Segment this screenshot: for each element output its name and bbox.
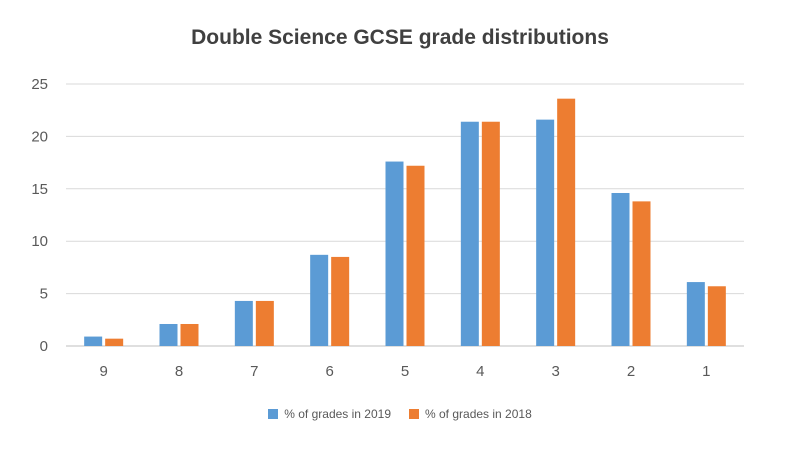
bar-2018-grade-3: [557, 98, 576, 346]
x-tick-label: 9: [99, 363, 107, 380]
bar-2018-grade-6: [331, 256, 350, 346]
bar-2018-grade-9: [105, 338, 124, 346]
legend: % of grades in 2019 % of grades in 2018: [0, 407, 800, 421]
bars: [84, 98, 726, 347]
bar-2018-grade-7: [255, 300, 274, 346]
bar-2019-grade-5: [385, 161, 404, 346]
x-tick-label: 5: [401, 363, 409, 380]
bar-2019-grade-4: [460, 121, 479, 346]
x-tick-label: 4: [476, 363, 484, 380]
legend-label-2019: % of grades in 2019: [284, 407, 391, 421]
x-tick-label: 6: [325, 363, 333, 380]
y-tick-label: 15: [31, 181, 48, 198]
gridlines: [66, 83, 744, 347]
bar-2018-grade-8: [180, 323, 199, 346]
y-tick-label: 20: [31, 128, 48, 145]
x-tick-label: 2: [627, 363, 635, 380]
bar-2018-grade-5: [406, 165, 425, 346]
legend-label-2018: % of grades in 2018: [425, 407, 532, 421]
x-tick-label: 3: [551, 363, 559, 380]
bar-2019-grade-1: [686, 282, 705, 346]
x-tick-label: 1: [702, 363, 710, 380]
legend-swatch-2018: [409, 409, 419, 419]
bar-2019-grade-9: [84, 336, 103, 346]
y-tick-label: 5: [40, 286, 48, 303]
bar-2019-grade-3: [536, 119, 555, 347]
bar-2018-grade-4: [481, 121, 500, 346]
legend-item-2018: % of grades in 2018: [409, 407, 532, 421]
x-axis-ticks: 9 8 7 6 5 4 3 2 1: [99, 363, 710, 380]
bar-2019-grade-2: [611, 192, 630, 346]
chart-title: Double Science GCSE grade distributions: [191, 26, 609, 49]
bar-2019-grade-8: [159, 323, 178, 346]
bar-2019-grade-6: [310, 254, 329, 346]
y-tick-label: 25: [31, 76, 48, 93]
legend-swatch-2019: [268, 409, 279, 419]
bar-2018-grade-1: [707, 286, 726, 346]
bar-2018-grade-2: [632, 201, 651, 346]
y-tick-label: 0: [40, 338, 48, 355]
y-tick-label: 10: [31, 233, 48, 250]
x-tick-label: 8: [175, 363, 183, 380]
bar-2019-grade-7: [234, 300, 253, 346]
x-tick-label: 7: [250, 363, 258, 380]
y-axis-ticks: 0 5 10 15 20 25: [31, 76, 48, 355]
legend-item-2019: % of grades in 2019: [268, 407, 391, 421]
